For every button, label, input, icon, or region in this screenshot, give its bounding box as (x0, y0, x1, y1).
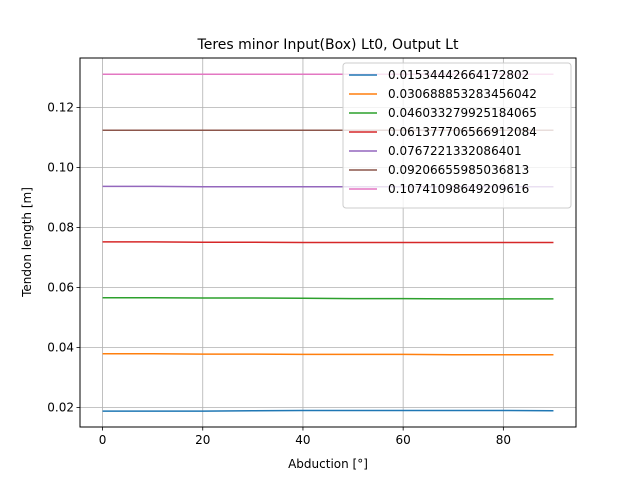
legend-label-2: 0.030688853283456042 (388, 87, 537, 101)
legend-label-5: 0.0767221332086401 (388, 144, 522, 158)
legend-label-6: 0.09206655985036813 (388, 163, 529, 177)
legend-label-3: 0.046033279925184065 (388, 106, 537, 120)
legend: 0.01534442664172802 0.030688853283456042 0… (343, 63, 571, 208)
y-tick-label: 0.04 (47, 341, 74, 355)
y-tick-label: 0.08 (47, 221, 74, 235)
x-tick-label: 60 (396, 433, 411, 447)
series-line-1 (103, 411, 554, 412)
y-tick-label: 0.10 (47, 161, 74, 175)
chart-title: Teres minor Input(Box) Lt0, Output Lt (197, 37, 459, 53)
x-tick-label: 0 (99, 433, 107, 447)
legend-label-7: 0.10741098649209616 (388, 182, 529, 196)
x-tick-label: 80 (496, 433, 511, 447)
y-tick-label: 0.12 (47, 101, 74, 115)
y-tick-label: 0.02 (47, 401, 74, 415)
legend-label-4: 0.061377706566912084 (388, 125, 537, 139)
legend-label-1: 0.01534442664172802 (388, 68, 529, 82)
x-axis-label: Abduction [°] (288, 457, 368, 471)
y-tick-label: 0.06 (47, 281, 74, 295)
x-tick-label: 40 (295, 433, 310, 447)
y-axis-label: Tendon length [m] (20, 187, 34, 298)
x-tick-label: 20 (195, 433, 210, 447)
series-line-4 (103, 242, 554, 243)
